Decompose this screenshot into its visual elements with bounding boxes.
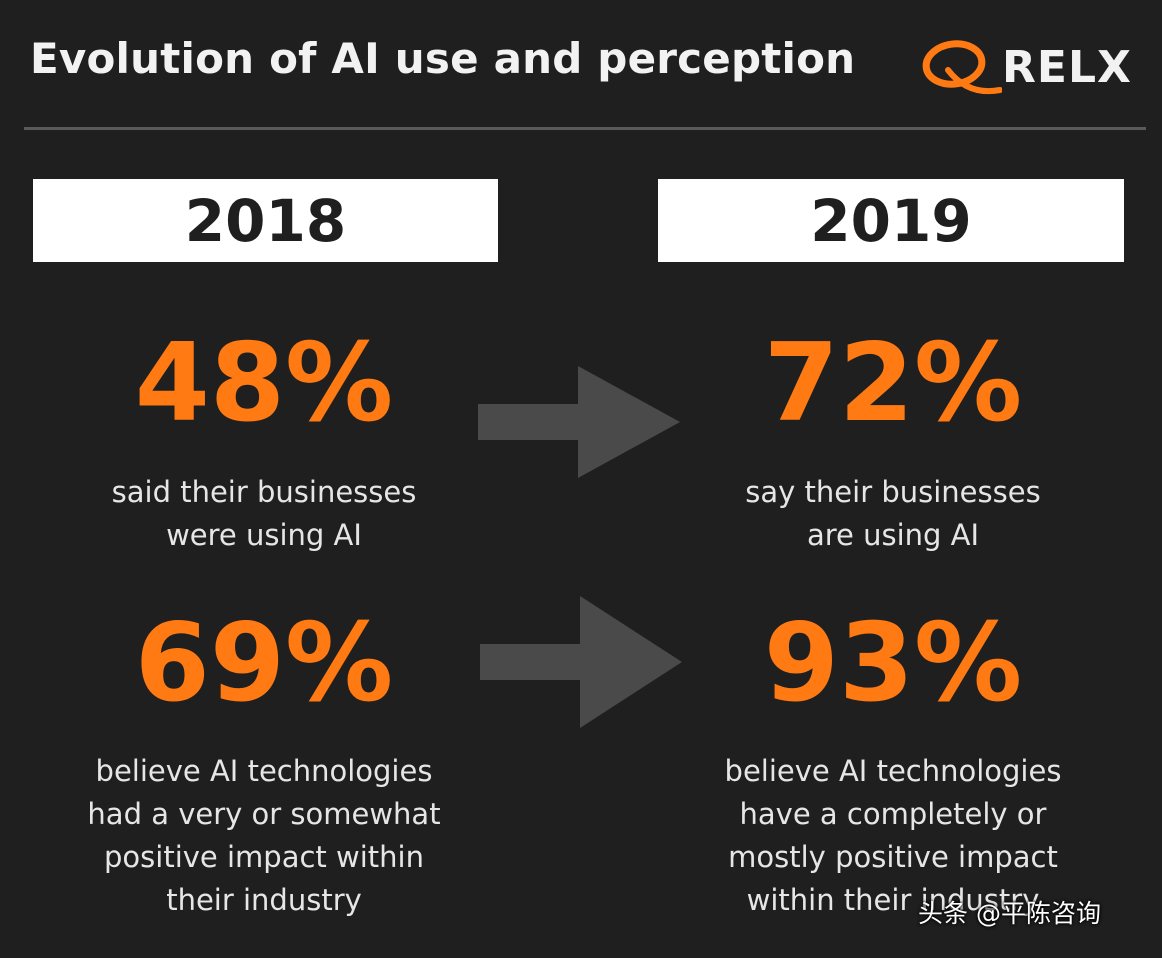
- stat-value: 93%: [763, 601, 1023, 726]
- stat-description: say their businesses are using AI: [745, 475, 1041, 552]
- watermark: 头条 @平陈咨询: [918, 899, 1101, 928]
- stat-value: 72%: [763, 321, 1023, 446]
- stat-description: believe AI technologies have a completely…: [724, 754, 1062, 917]
- arrow-right-icon: [480, 596, 682, 728]
- year-label-2019: 2019: [658, 179, 1124, 262]
- relx-logo-icon: [922, 40, 1002, 94]
- stat-value: 69%: [134, 601, 394, 726]
- stat-description: said their businesses were using AI: [111, 475, 417, 552]
- stat-value: 48%: [134, 321, 394, 446]
- year-label-2018: 2018: [33, 179, 498, 262]
- page-title: Evolution of AI use and perception: [30, 34, 856, 83]
- header-divider: [24, 127, 1146, 130]
- stat-description: believe AI technologies had a very or som…: [87, 754, 441, 917]
- logo-wordmark: RELX: [1002, 42, 1132, 93]
- arrow-right-icon: [478, 366, 680, 478]
- relx-logo: RELX: [918, 34, 1142, 98]
